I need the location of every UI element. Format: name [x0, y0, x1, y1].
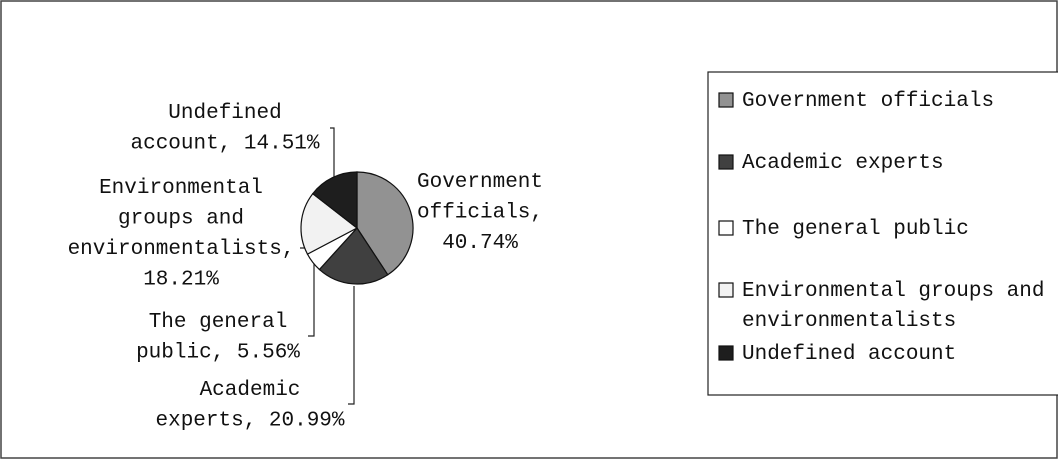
data-label: The general public, 5.56%: [136, 311, 300, 365]
data-label: Undefined account, 14.51%: [130, 102, 319, 156]
data-label-line: 40.74%: [442, 232, 518, 255]
data-label-line: public, 5.56%: [136, 341, 300, 364]
legend-swatch: [718, 220, 734, 236]
pie-slice: [311, 171, 358, 230]
data-label-line: Academic: [200, 379, 301, 402]
legend-label-line: Government officials: [742, 90, 994, 113]
leader-line: [348, 286, 355, 405]
legend-label: Environmental groups and environmentalist…: [742, 280, 1044, 333]
data-label-line: environmentalists,: [68, 238, 295, 261]
data-label: Academic experts, 20.99%: [155, 379, 344, 433]
data-label-line: Undefined: [168, 102, 281, 125]
legend-swatch: [718, 92, 734, 108]
legend-swatch: [718, 282, 734, 298]
leader-line: [330, 127, 335, 186]
data-label: Environmental groups and environmentalists…: [68, 177, 295, 292]
legend-swatch: [718, 154, 734, 170]
legend-label-line: environmentalists: [742, 310, 956, 333]
legend-label: Government officials: [742, 90, 994, 113]
data-label-line: Environmental: [99, 177, 263, 200]
data-label-line: officials,: [417, 201, 543, 224]
legend-label-line: The general public: [742, 218, 969, 241]
legend-label-line: Undefined account: [742, 343, 956, 366]
data-label-line: groups and: [118, 207, 244, 230]
legend-swatch: [718, 345, 734, 361]
data-label-line: The general: [149, 311, 288, 334]
pie-slice: [318, 227, 389, 285]
data-label-line: 18.21%: [143, 268, 219, 291]
data-label-line: Government: [417, 171, 543, 194]
data-label-line: account, 14.51%: [130, 132, 319, 155]
legend-label: The general public: [742, 218, 969, 241]
legend-label: Undefined account: [742, 343, 956, 366]
pie-slice: [300, 192, 359, 255]
legend-label-line: Academic experts: [742, 152, 944, 175]
legend-label-line: Environmental groups and: [742, 280, 1044, 303]
data-label-line: experts, 20.99%: [155, 409, 344, 432]
data-label: Government officials, 40.74%: [417, 171, 543, 255]
legend-label: Academic experts: [742, 152, 944, 175]
legend-box: [707, 71, 1058, 396]
